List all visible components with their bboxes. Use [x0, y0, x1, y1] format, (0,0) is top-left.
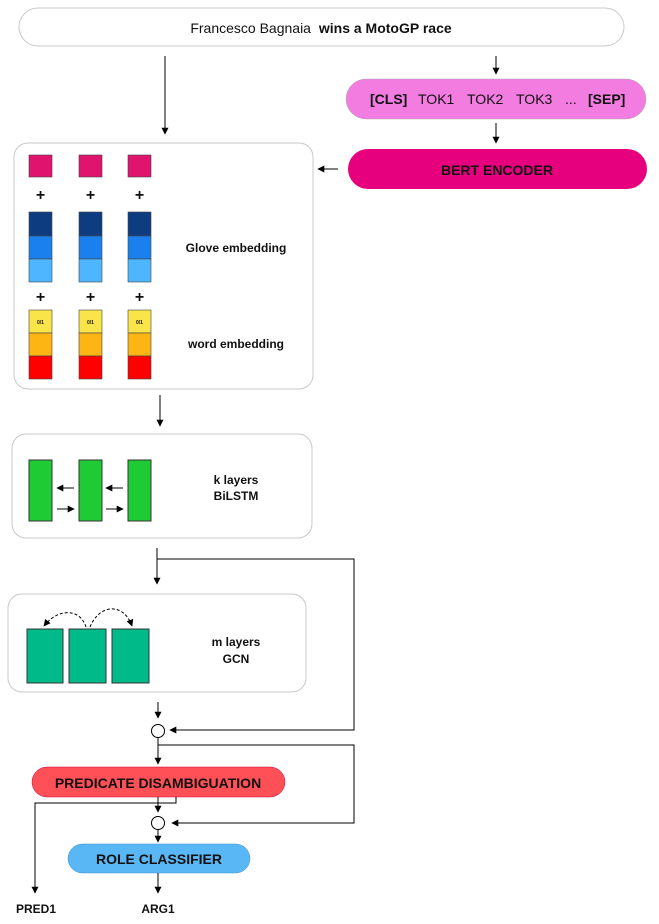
plus-sign: + — [36, 289, 45, 306]
predicate-flag-text: 0/1 — [37, 320, 44, 326]
word-embedding-label: word embedding — [187, 337, 284, 351]
bert-embedding-cell — [28, 154, 53, 178]
role-classifier-box: ROLE CLASSIFIER — [67, 843, 251, 874]
bert-tokens-bg — [345, 78, 647, 120]
bilstm-cell — [78, 459, 103, 522]
embeddings-box: + +0/1 + +0/1 + +0/1 Glove embedding word emb… — [13, 142, 314, 390]
predicate-disambiguation-label: PREDICATE DISAMBIGUATION — [55, 775, 261, 791]
bilstm-cell — [127, 459, 152, 522]
token-tok1: TOK1 — [418, 91, 455, 107]
skip-connection-concat — [158, 744, 355, 827]
token-sep: [SEP] — [588, 91, 625, 107]
predicate-disambiguation-box: PREDICATE DISAMBIGUATION — [31, 766, 286, 798]
token-cls: [CLS] — [370, 91, 407, 107]
arrow-to-pred-output — [31, 797, 177, 894]
bilstm-name-label: BiLSTM — [214, 489, 259, 503]
plus-sign: + — [86, 187, 95, 204]
word-embedding-cell — [78, 332, 103, 357]
bert-encoder-label: BERT ENCODER — [441, 162, 553, 178]
glove-embedding-cell — [78, 235, 103, 260]
predicate-flag-text: 0/1 — [136, 320, 143, 326]
word-embedding-cell — [127, 355, 152, 380]
role-classifier-label: ROLE CLASSIFIER — [96, 851, 222, 867]
svg-text:Francesco Bagnaia wins a: Francesco Bagnaia wins a MotoGP race — [190, 20, 452, 36]
concat-node — [151, 724, 165, 738]
token-ellipsis: ... — [565, 91, 577, 107]
token-tok3: TOK3 — [516, 91, 553, 107]
word-embedding-cell — [78, 355, 103, 380]
gcn-box: m layers GCN — [7, 593, 307, 693]
bert-encoder-bg — [348, 149, 647, 189]
word-embedding-cell — [28, 355, 53, 380]
plus-sign: + — [135, 289, 144, 306]
glove-embedding-cell — [28, 258, 53, 283]
glove-embedding-cell — [28, 235, 53, 260]
bilstm-cell — [28, 459, 53, 522]
arg-output-label: ARG1 — [141, 902, 175, 916]
plus-sign: + — [135, 187, 144, 204]
bert-tokens-box: [CLS] TOK1 TOK2 TOK3 ... [SEP] — [345, 78, 647, 120]
glove-embedding-cell — [78, 211, 103, 237]
pred-output-label: PRED1 — [16, 902, 56, 916]
plus-sign: + — [86, 289, 95, 306]
gcn-name-label: GCN — [223, 652, 250, 666]
bert-encoder-box: BERT ENCODER — [348, 149, 647, 189]
skip-connection-bilstm — [157, 558, 355, 734]
concat-node — [151, 816, 165, 830]
input-sentence-box: Francesco Bagnaia wins a MotoGP race — [18, 7, 625, 47]
input-sentence-plain: Francesco Bagnaia — [190, 20, 311, 36]
glove-embedding-cell — [127, 211, 152, 237]
word-embedding-cell — [127, 332, 152, 357]
glove-embedding-cell — [127, 235, 152, 260]
plus-sign: + — [36, 187, 45, 204]
bert-embedding-cell — [127, 154, 152, 178]
bilstm-layers-label: k layers — [214, 473, 259, 487]
gcn-cell — [26, 628, 64, 684]
word-embedding-cell — [28, 332, 53, 357]
input-sentence-bold: wins a MotoGP race — [318, 20, 452, 36]
gcn-layers-label: m layers — [212, 635, 261, 649]
predicate-flag-text: 0/1 — [87, 320, 94, 326]
bert-embedding-cell — [78, 154, 103, 178]
token-tok2: TOK2 — [467, 91, 504, 107]
glove-embedding-cell — [78, 258, 103, 283]
bilstm-box: k layers BiLSTM — [11, 433, 313, 539]
glove-embedding-cell — [28, 211, 53, 237]
gcn-cell — [111, 628, 150, 684]
gcn-edge-arrow — [89, 608, 134, 628]
glove-embedding-label: Glove embedding — [186, 241, 287, 255]
embedding-columns: + +0/1 + +0/1 + +0/1 — [28, 154, 152, 380]
gcn-cell — [68, 628, 107, 684]
gcn-edge-arrow — [43, 612, 87, 628]
glove-embedding-cell — [127, 258, 152, 283]
role-bg — [67, 843, 251, 874]
